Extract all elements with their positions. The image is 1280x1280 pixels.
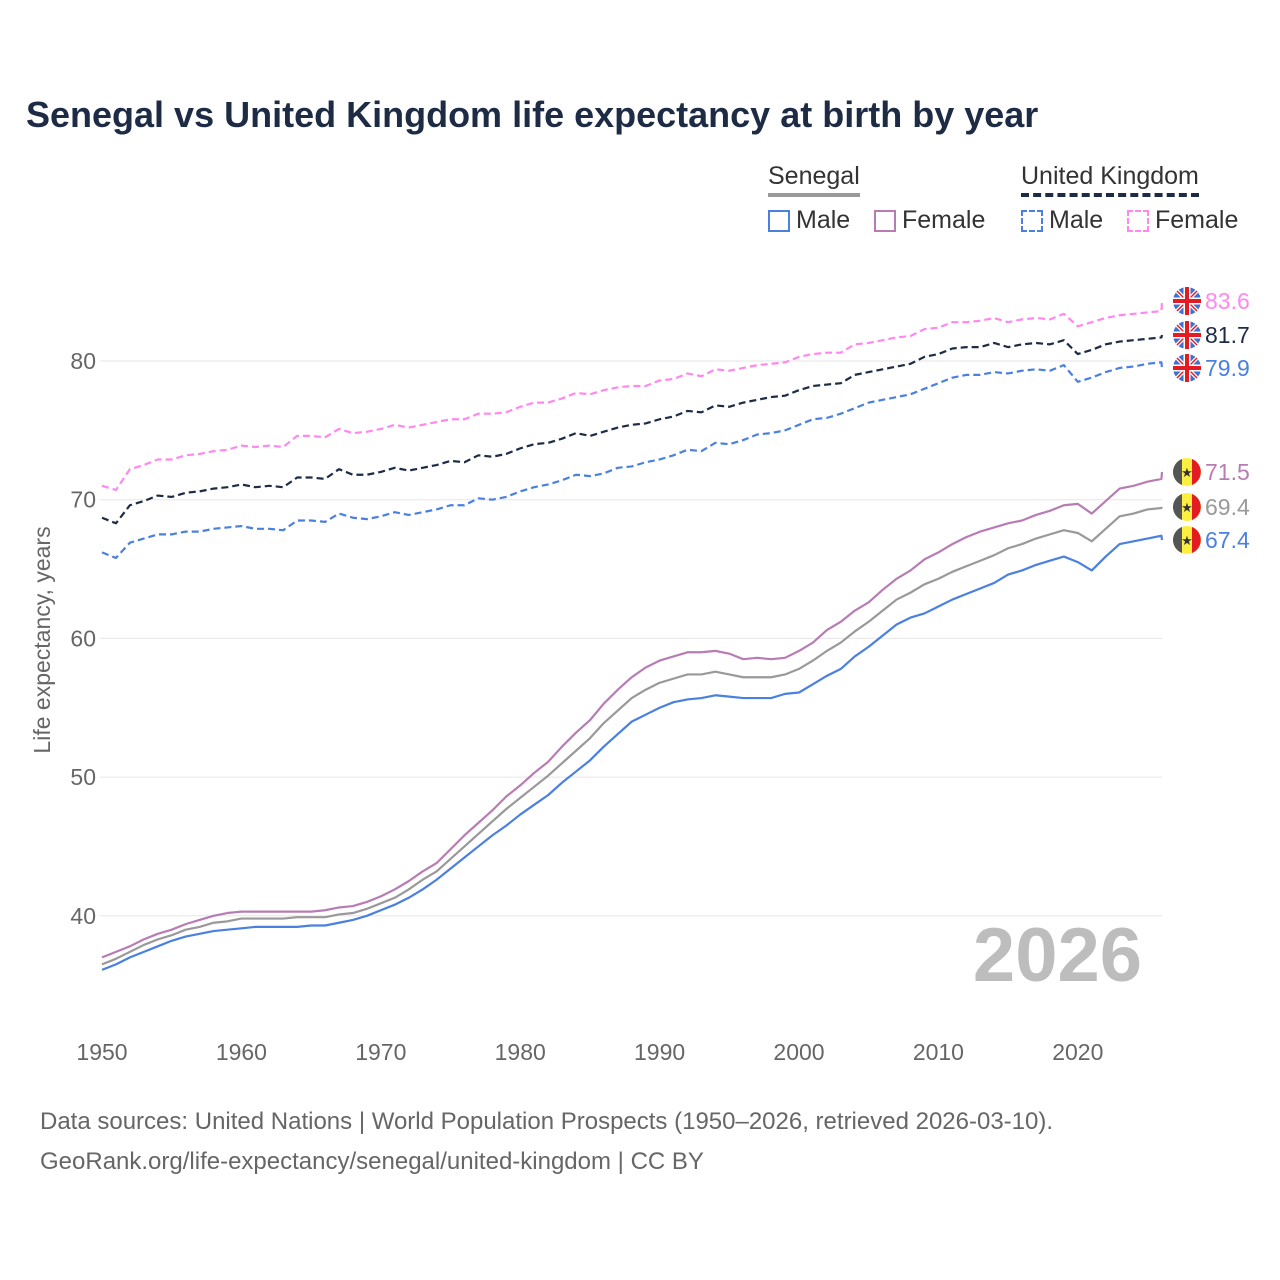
- flag-cross-red: [1173, 354, 1201, 382]
- flag-star: ★: [1181, 500, 1193, 515]
- flag-left: [1173, 459, 1182, 485]
- x-tick-label: 2020: [1052, 1039, 1103, 1065]
- flag-star: ★: [1181, 465, 1193, 480]
- flag-cross-red: [1173, 287, 1201, 315]
- legend-item-uk-female[interactable]: Female: [1127, 206, 1238, 235]
- chart-title: Senegal vs United Kingdom life expectanc…: [26, 94, 1039, 135]
- legend-swatch: [1127, 209, 1149, 232]
- footer-url[interactable]: GeoRank.org/life-expectancy/senegal/unit…: [40, 1148, 704, 1175]
- series-line-senegal-total: [101, 506, 1163, 966]
- x-tick-label: 2000: [773, 1039, 824, 1065]
- legend-item-uk-male[interactable]: Male: [1021, 206, 1103, 235]
- end-value-label: 69.4: [1205, 494, 1250, 520]
- x-tick-label: 1990: [634, 1039, 685, 1065]
- end-value-label: 83.6: [1205, 288, 1250, 314]
- legend-senegal: Senegal Male Female: [768, 162, 985, 234]
- x-tick-label: 2010: [913, 1039, 964, 1065]
- year-watermark: 2026: [972, 913, 1142, 998]
- legend-swatch: [874, 209, 896, 232]
- y-axis-label: Life expectancy, years: [29, 526, 55, 753]
- uk-flag-icon: [1173, 354, 1201, 382]
- legend-united-kingdom: United Kingdom Male Female: [1021, 162, 1238, 234]
- y-tick-label: 70: [70, 487, 96, 513]
- senegal-flag-icon: ★: [1173, 458, 1201, 486]
- footer-sources: Data sources: United Nations | World Pop…: [40, 1108, 1054, 1135]
- flag-left: [1173, 494, 1182, 520]
- series-line-senegal-male: [101, 534, 1164, 971]
- legend-group-senegal: Senegal: [768, 162, 860, 197]
- flag-left: [1173, 527, 1182, 553]
- end-value-label: 67.4: [1205, 527, 1250, 553]
- senegal-flag-icon: ★: [1173, 526, 1201, 554]
- legend-group-uk: United Kingdom: [1021, 162, 1199, 197]
- x-tick-label: 1980: [495, 1039, 546, 1065]
- series-line-senegal-female: [101, 471, 1164, 959]
- x-tick-label: 1950: [76, 1039, 127, 1065]
- series-line-united-kingdom-total: [101, 334, 1164, 525]
- legend-item-senegal-female[interactable]: Female: [874, 206, 985, 235]
- senegal-flag-icon: ★: [1173, 493, 1201, 521]
- flag-star: ★: [1181, 533, 1193, 548]
- legend-swatch: [768, 209, 790, 232]
- y-tick-label: 50: [70, 764, 96, 790]
- series-line-united-kingdom-male: [101, 361, 1164, 560]
- end-value-label: 81.7: [1205, 322, 1250, 348]
- uk-flag-icon: [1173, 287, 1201, 315]
- legend-item-senegal-male[interactable]: Male: [768, 206, 850, 235]
- end-value-label: 71.5: [1205, 459, 1250, 485]
- end-value-label: 79.9: [1205, 355, 1250, 381]
- flag-right: [1192, 494, 1201, 520]
- flag-right: [1192, 527, 1201, 553]
- legend-swatch: [1021, 209, 1043, 232]
- y-tick-label: 40: [70, 903, 96, 929]
- x-tick-label: 1970: [355, 1039, 406, 1065]
- y-tick-label: 60: [70, 625, 96, 651]
- x-tick-label: 1960: [216, 1039, 267, 1065]
- series-line-united-kingdom-female: [101, 300, 1164, 492]
- flag-cross-red: [1173, 321, 1201, 349]
- uk-flag-icon: [1173, 321, 1201, 349]
- flag-right: [1192, 459, 1201, 485]
- y-tick-label: 80: [70, 348, 96, 374]
